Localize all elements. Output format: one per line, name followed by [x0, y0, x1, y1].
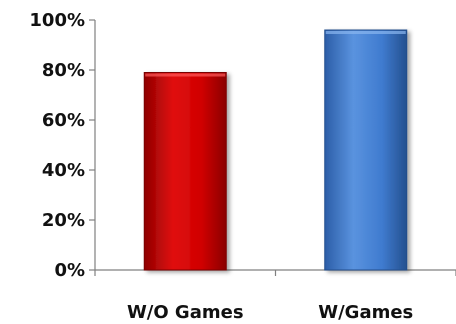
y-tick-label: 60%	[42, 110, 85, 131]
labels: 0% 20% 40% 60% 80% 100% W/O Games W/Games	[29, 10, 413, 323]
y-tick-label: 40%	[42, 160, 85, 181]
bar-top-highlight	[145, 73, 226, 77]
x-category-label: W/Games	[318, 302, 413, 323]
bar-w-games	[324, 29, 408, 271]
bar-top-highlight	[325, 31, 406, 34]
bar-w-o-games	[143, 72, 227, 271]
y-tick-label: 80%	[42, 60, 85, 81]
y-tick-label: 20%	[42, 210, 85, 231]
bars	[143, 29, 408, 271]
y-tick-label: 100%	[29, 10, 85, 31]
x-category-label: W/O Games	[127, 302, 244, 323]
y-tick-label: 0%	[54, 260, 85, 281]
